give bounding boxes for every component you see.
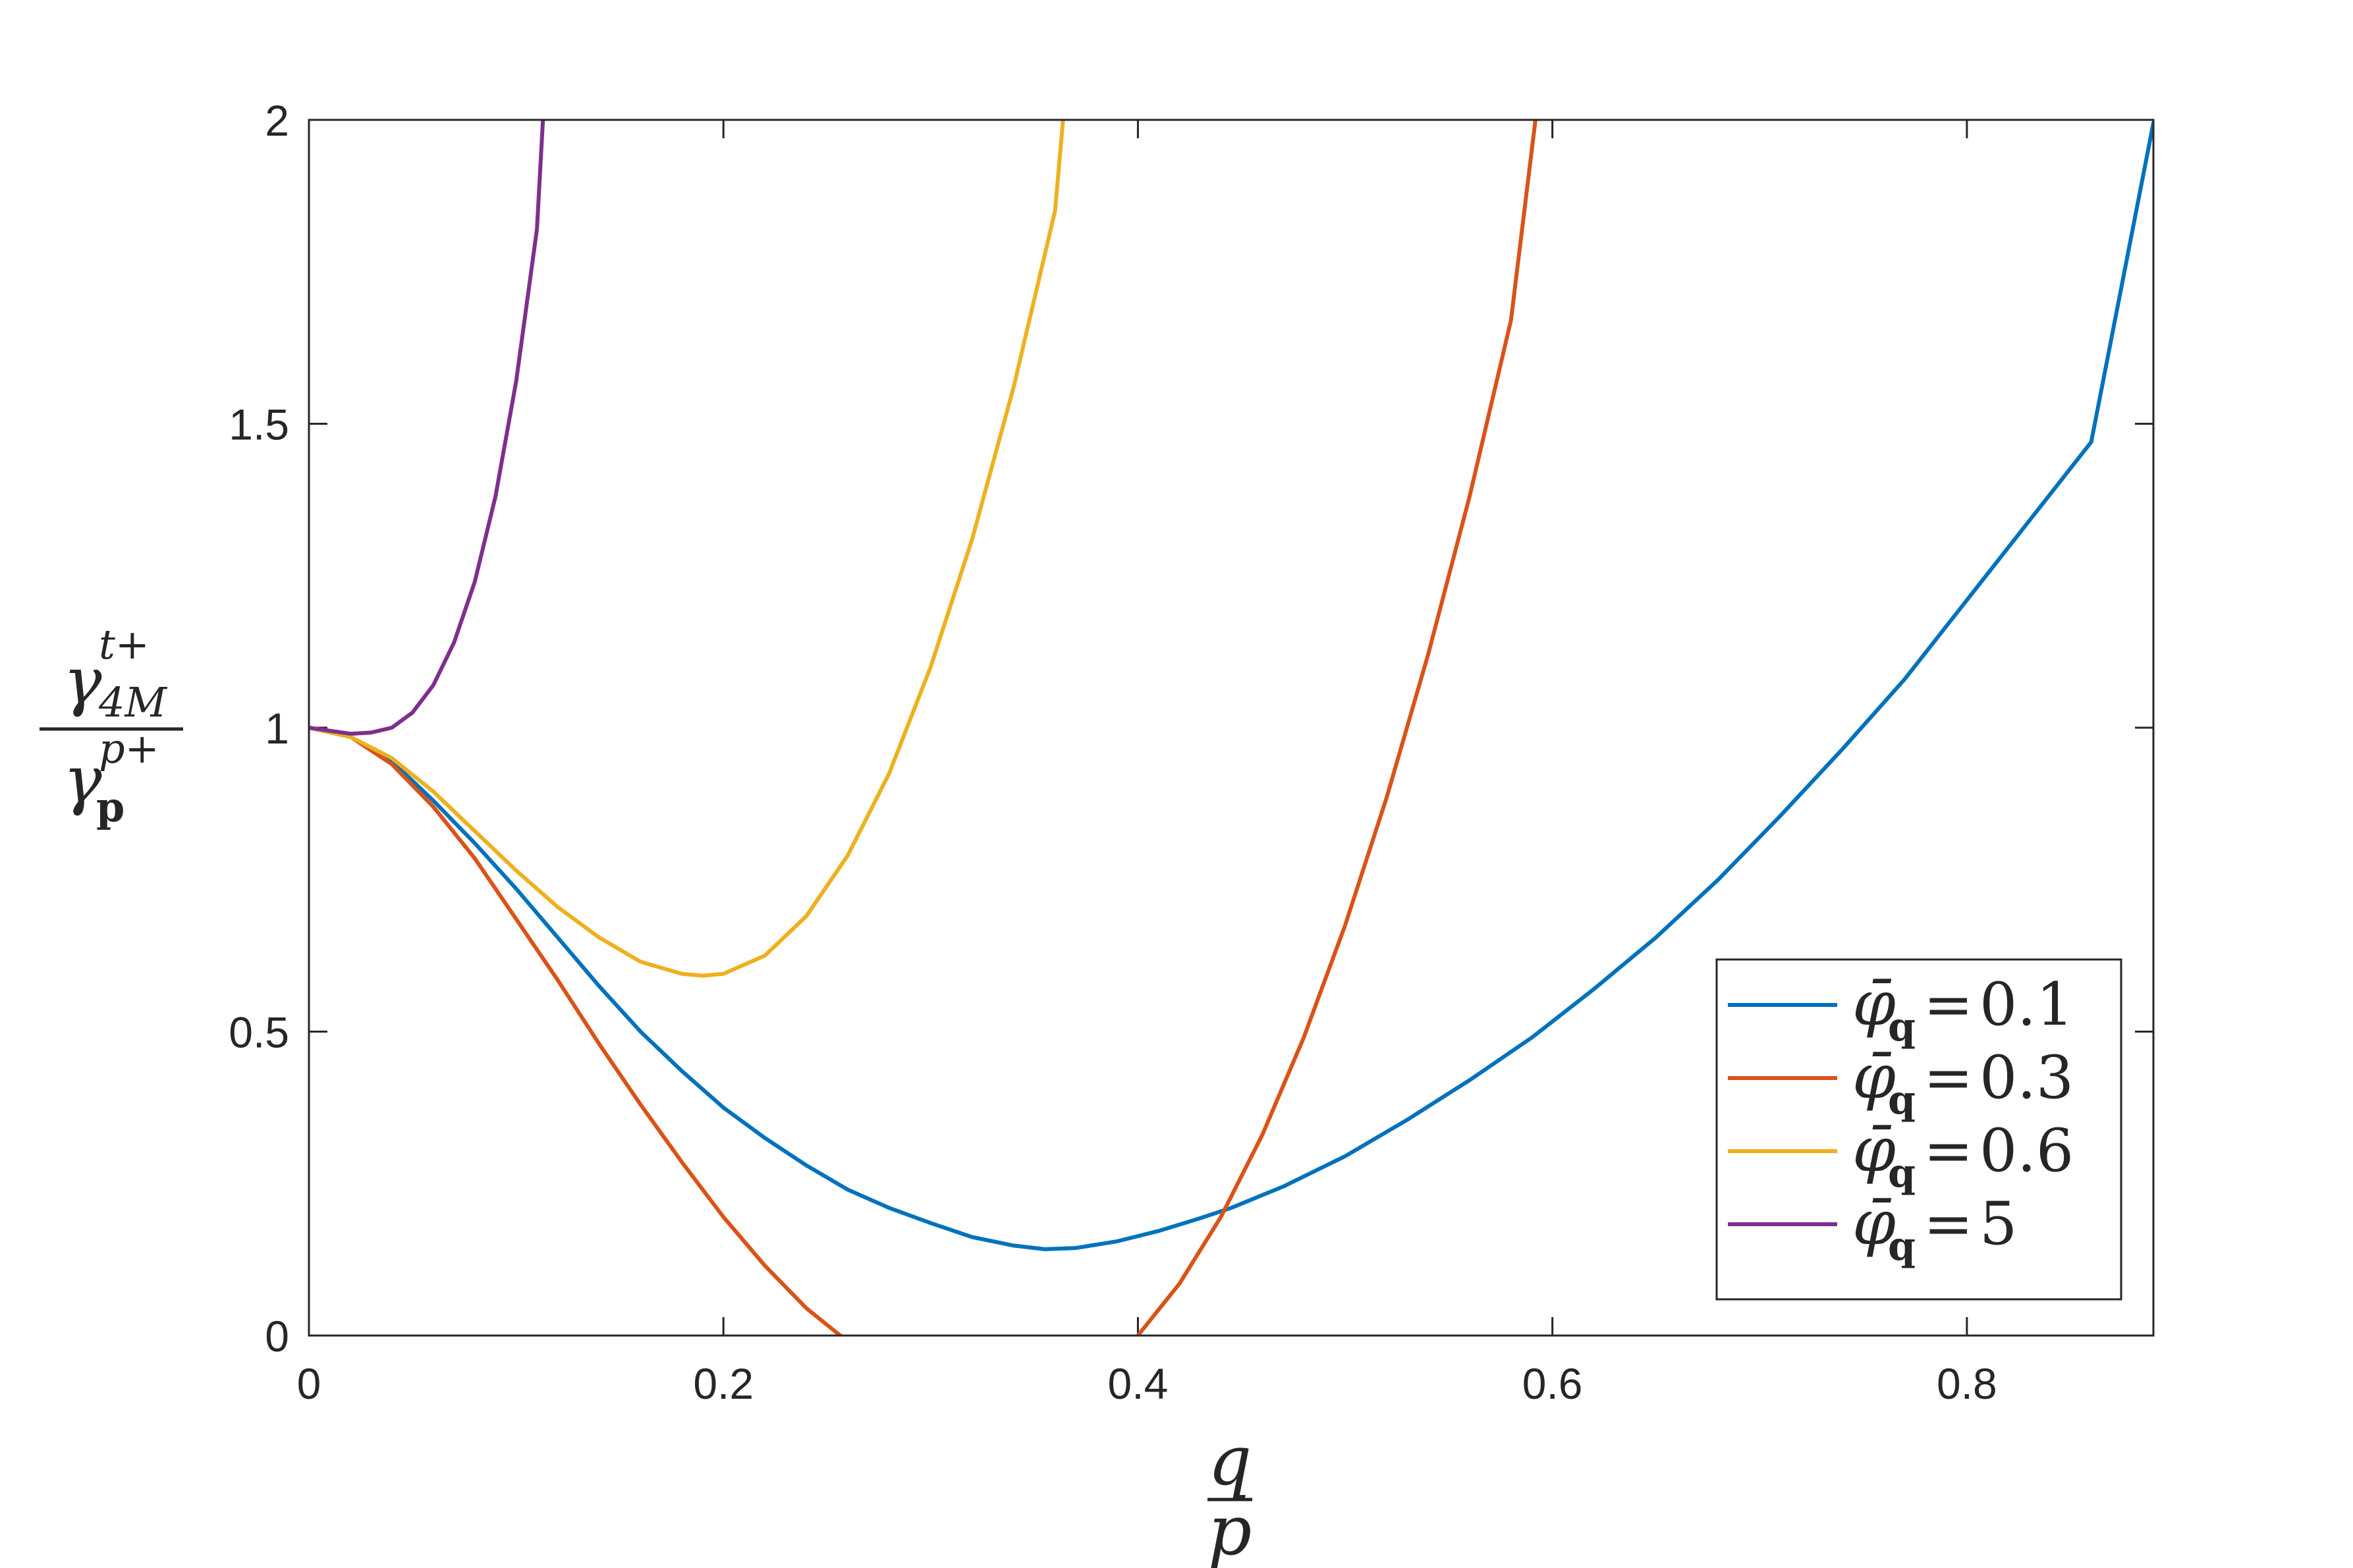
- y-tick-label: 1: [265, 704, 289, 753]
- ylabel-num-sub: 4M: [98, 678, 167, 726]
- legend-symbol: φ̄: [1852, 968, 1896, 1040]
- legend-equals: =: [1924, 1189, 1973, 1258]
- series-line-0: [309, 121, 2153, 1251]
- legend-subscript: q: [1888, 1004, 1916, 1050]
- x-tick-label: 0.4: [1108, 1359, 1169, 1408]
- legend-box: [1715, 958, 2122, 1301]
- x-tick-label: 0.6: [1522, 1359, 1583, 1408]
- series-line-2: [309, 120, 1065, 978]
- y-tick-label: 0.5: [229, 1008, 289, 1057]
- legend-equals: =: [1924, 1116, 1973, 1185]
- y-tick-label: 2: [265, 96, 289, 145]
- ylabel-num-base: γ: [63, 644, 102, 719]
- x-tick-label: 0: [297, 1359, 321, 1408]
- legend-symbol: φ̄: [1852, 1114, 1896, 1186]
- legend-subscript: q: [1888, 1224, 1916, 1270]
- legend-equals: =: [1924, 970, 1973, 1039]
- tick-labels: 0 0.2 0.4 0.6 0.8 0 0.5 1 1.5 2: [229, 96, 1997, 1408]
- ylabel-den-base: γ: [63, 743, 102, 818]
- y-tick-label: 1.5: [229, 400, 289, 449]
- ylabel-den-sup: p+: [99, 724, 159, 772]
- series-line-3: [309, 120, 545, 736]
- legend-label-1: 0.3: [1979, 1043, 2074, 1112]
- legend-subscript: q: [1888, 1077, 1916, 1123]
- legend-equals: =: [1924, 1043, 1973, 1112]
- legend-subscript: q: [1888, 1150, 1916, 1197]
- legend-symbol: φ̄: [1852, 1041, 1896, 1113]
- legend-symbol: φ̄: [1852, 1187, 1896, 1259]
- ylabel-den-sub: p: [96, 783, 125, 831]
- legend-label-2: 0.6: [1979, 1116, 2074, 1185]
- legend-label-3: 5: [1979, 1189, 2017, 1258]
- y-axis-label: γ t+ 4M γ p+ p: [40, 620, 183, 831]
- xlabel-den: p: [1208, 1490, 1252, 1568]
- series-lines: [309, 120, 2153, 1336]
- ylabel-num-sup: t+: [99, 620, 150, 668]
- legend: φ̄q = 0.1φ̄q = 0.3φ̄q = 0.6φ̄q = 5: [1715, 958, 2122, 1301]
- legend-label-0: 0.1: [1979, 970, 2074, 1039]
- xlabel-num: q: [1208, 1420, 1252, 1501]
- x-tick-label: 0.8: [1937, 1359, 1997, 1408]
- series-line-1: [309, 120, 1537, 1336]
- legend-items: φ̄q = 0.1φ̄q = 0.3φ̄q = 0.6φ̄q = 5: [1728, 968, 2074, 1270]
- y-tick-label: 0: [265, 1312, 289, 1361]
- x-axis-label: q p: [1207, 1420, 1252, 1568]
- axes-box: [308, 119, 2155, 1337]
- x-tick-label: 0.2: [693, 1359, 754, 1408]
